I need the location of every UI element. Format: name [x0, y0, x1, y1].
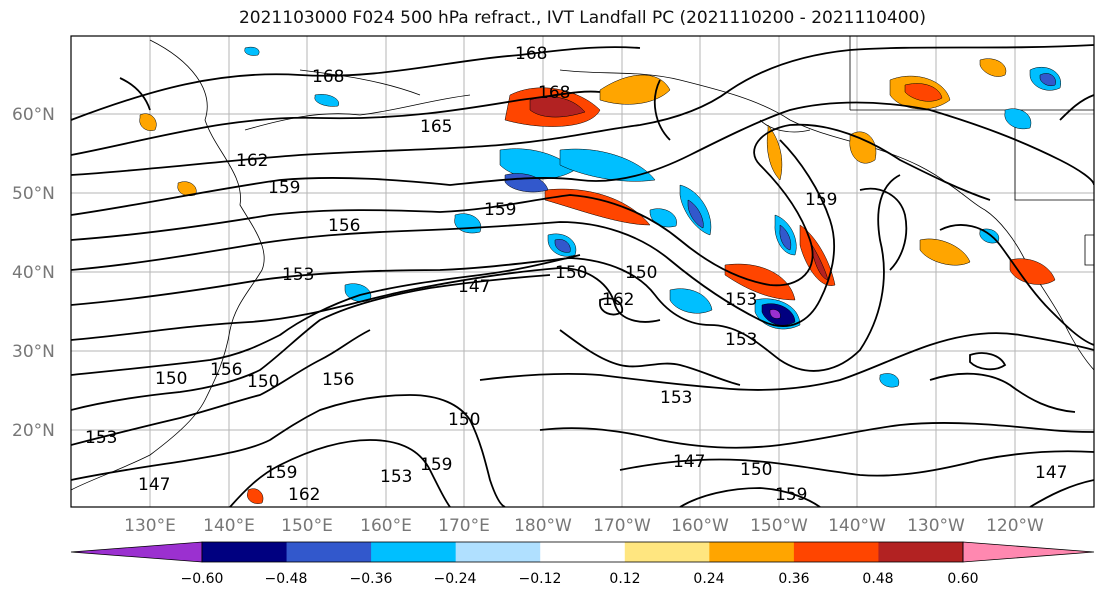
- lat-label: 30°N: [12, 342, 55, 362]
- lon-label: 140°E: [203, 516, 255, 536]
- contour-label: 153: [660, 388, 692, 408]
- lon-label: 160°E: [360, 516, 412, 536]
- contour-label: 159: [265, 463, 297, 483]
- colorbar-tick-label: −0.36: [350, 571, 393, 587]
- colorbar-tick-label: 0.36: [778, 571, 809, 587]
- colorbar-segment: [624, 542, 710, 562]
- lon-label: 130°W: [907, 516, 965, 536]
- colorbar-tick-label: 0.60: [947, 571, 978, 587]
- contour-label: 159: [484, 200, 516, 220]
- lat-label: 40°N: [12, 263, 55, 283]
- contour-label: 150: [555, 263, 587, 283]
- ivt-shading: [139, 46, 1062, 504]
- lon-label: 130°E: [124, 516, 176, 536]
- lon-label: 120°W: [986, 516, 1044, 536]
- contour-label: 150: [740, 460, 772, 480]
- contour-label: 156: [328, 216, 360, 236]
- lat-label: 60°N: [12, 105, 55, 125]
- contour-label: 153: [725, 330, 757, 350]
- contour-label: 150: [247, 372, 279, 392]
- contour-label: 159: [775, 485, 807, 505]
- contour-label: 150: [155, 369, 187, 389]
- colorbar-segment: [455, 542, 541, 562]
- colorbar-segment: [793, 542, 879, 562]
- contour-label: 168: [538, 83, 570, 103]
- lon-label: 150°W: [750, 516, 808, 536]
- map-frame: [70, 35, 1095, 508]
- contour-label: 162: [288, 485, 320, 505]
- colorbar-tick-label: 0.24: [693, 571, 724, 587]
- contour-label: 147: [458, 277, 490, 297]
- lon-label: 140°W: [828, 516, 886, 536]
- contour-label: 147: [673, 452, 705, 472]
- lon-label: 170°W: [593, 516, 651, 536]
- colorbar-segment: [286, 542, 372, 562]
- colorbar-segment: [371, 542, 457, 562]
- colorbar-tick-label: 0.48: [862, 571, 893, 587]
- contour-label: 165: [420, 117, 452, 137]
- colorbar-tick-label: −0.12: [519, 571, 562, 587]
- contour-labels: 168 168 168 165 162 159 159 156 153 147 …: [85, 44, 1067, 505]
- contour-label: 147: [138, 475, 170, 495]
- contour-label: 150: [625, 263, 657, 283]
- coastlines: [71, 36, 1094, 491]
- contour-label: 147: [1035, 463, 1067, 483]
- contour-label: 168: [515, 44, 547, 64]
- lon-label: 170°E: [438, 516, 490, 536]
- latitude-labels: 60°N 50°N 40°N 30°N 20°N: [12, 105, 55, 441]
- colorbar-segment: [878, 542, 964, 562]
- lon-label: 160°W: [671, 516, 729, 536]
- contour-label: 162: [236, 151, 268, 171]
- contour-label: 162: [602, 290, 634, 310]
- map-title: 2021103000 F024 500 hPa refract., IVT La…: [238, 8, 926, 28]
- contour-label: 156: [322, 370, 354, 390]
- contour-label: 153: [380, 467, 412, 487]
- contour-label: 153: [282, 265, 314, 285]
- contour-label: 153: [85, 428, 117, 448]
- lat-label: 50°N: [12, 184, 55, 204]
- lon-label: 180°W: [514, 516, 572, 536]
- colorbar-extend-high: [962, 541, 1095, 563]
- colorbar-tick-label: −0.24: [434, 571, 477, 587]
- contour-label: 159: [420, 455, 452, 475]
- contour-label: 156: [210, 360, 242, 380]
- contour-label: 150: [448, 410, 480, 430]
- colorbar-tick-label: 0.12: [609, 571, 640, 587]
- colorbar-segment: [202, 542, 288, 562]
- contour-label: 159: [268, 178, 300, 198]
- colorbar-segment: [540, 542, 626, 562]
- colorbar-tick-labels: −0.60 −0.48 −0.36 −0.24 −0.12 0.12 0.24 …: [181, 571, 979, 587]
- contour-label: 153: [725, 290, 757, 310]
- lon-label: 150°E: [281, 516, 333, 536]
- contour-label: 168: [312, 67, 344, 87]
- colorbar-tick-label: −0.60: [181, 571, 224, 587]
- colorbar: [70, 541, 1095, 563]
- lat-label: 20°N: [12, 421, 55, 441]
- contour-label: 159: [805, 190, 837, 210]
- colorbar-segment: [709, 542, 795, 562]
- colorbar-tick-label: −0.48: [265, 571, 308, 587]
- colorbar-frame: [201, 541, 964, 563]
- colorbar-extend-low: [70, 541, 203, 563]
- refractivity-contours: [71, 44, 1094, 507]
- longitude-labels: 130°E 140°E 150°E 160°E 170°E 180°W 170°…: [124, 516, 1044, 536]
